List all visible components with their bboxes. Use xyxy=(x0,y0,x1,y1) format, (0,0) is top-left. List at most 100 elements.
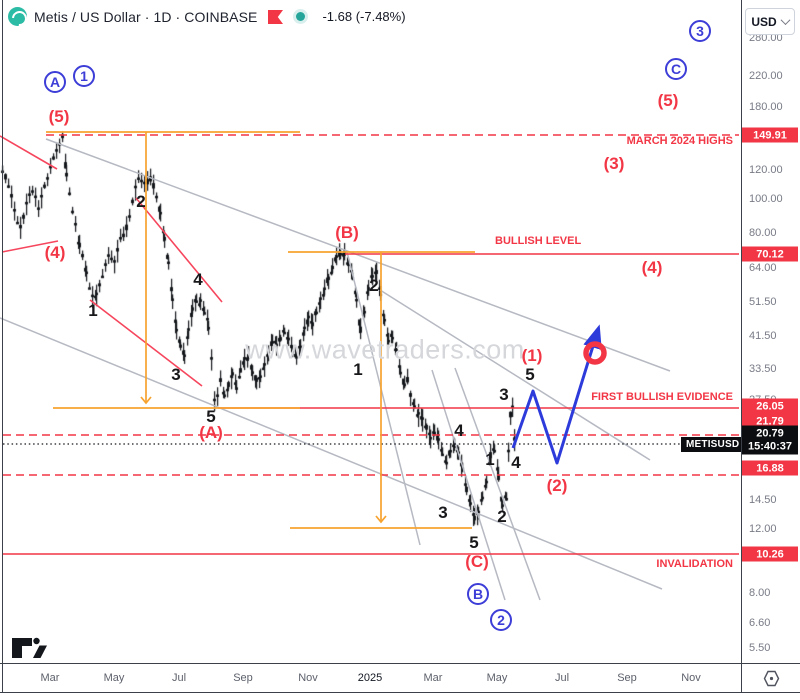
drawings-overlay[interactable] xyxy=(0,0,741,663)
level-name-label[interactable]: FIRST BULLISH EVIDENCE xyxy=(591,391,733,403)
wave-label-black[interactable]: 1 xyxy=(353,360,363,379)
red-trendline[interactable] xyxy=(0,135,58,170)
wave-label-black[interactable]: 2 xyxy=(136,192,146,211)
wave-label-circled[interactable]: 1 xyxy=(73,65,95,87)
wave-label-black[interactable]: 3 xyxy=(171,365,181,384)
wave-label-black[interactable]: 5 xyxy=(206,407,216,426)
time-axis-border xyxy=(0,663,800,664)
price-tick: 6.60 xyxy=(749,617,771,629)
wave-label-circled[interactable]: B xyxy=(467,583,489,605)
wave-label-red[interactable]: (2) xyxy=(546,476,568,495)
wave-label-red[interactable]: (3) xyxy=(603,154,625,173)
symbol-logo-icon[interactable] xyxy=(8,7,27,26)
wave-label-black[interactable]: 4 xyxy=(193,270,203,289)
flag-icon[interactable] xyxy=(268,9,284,24)
axis-separator xyxy=(741,0,742,692)
wave-label-black[interactable]: 4 xyxy=(454,421,464,440)
price-tick: 120.00 xyxy=(749,164,783,176)
chart-left-border xyxy=(2,0,3,692)
projection-arrow[interactable] xyxy=(511,324,602,465)
wave-label-red[interactable]: (5) xyxy=(48,107,70,126)
wave-label-circled[interactable]: C xyxy=(665,58,687,80)
price-tick: 33.50 xyxy=(749,363,777,375)
red-trendline[interactable] xyxy=(1,240,59,253)
time-tick: Mar xyxy=(423,672,443,684)
time-tick: Nov xyxy=(298,672,318,684)
price-tick: 220.00 xyxy=(749,70,783,82)
gray-trendline[interactable] xyxy=(454,367,541,601)
price-axis[interactable]: USD 280.00 220.00 180.00 120.00 100.00 80.00 6… xyxy=(742,0,800,663)
highlight-circle[interactable] xyxy=(583,341,607,365)
currency-label: USD xyxy=(751,14,777,29)
wave-label-black[interactable]: 3 xyxy=(438,503,448,522)
wave-label-circled[interactable]: 3 xyxy=(689,20,711,42)
tradingview-logo[interactable] xyxy=(11,636,47,660)
price-tick: 12.00 xyxy=(749,523,777,535)
price-tick: 80.00 xyxy=(749,227,777,239)
price-level-badge: 10.26 xyxy=(742,546,798,562)
wave-label-red[interactable]: (4) xyxy=(44,243,66,262)
current-price-value: 20.79 xyxy=(756,427,784,440)
wave-label-circled[interactable]: 2 xyxy=(490,609,512,631)
wave-label-red[interactable]: (B) xyxy=(335,223,359,242)
range-tool-arrowhead-icon[interactable] xyxy=(140,396,152,405)
level-name-label[interactable]: BULLISH LEVEL xyxy=(495,235,582,247)
red-trendline[interactable] xyxy=(135,197,223,303)
wave-label-red[interactable]: (A) xyxy=(199,423,223,442)
price-line-ticker-tag: METISUSD xyxy=(681,437,741,452)
wave-label-red[interactable]: (C) xyxy=(465,552,489,571)
wave-label-black[interactable]: 3 xyxy=(499,385,509,404)
price-tick: 51.50 xyxy=(749,296,777,308)
chart-pane[interactable]: www.wavetraders.com Metis / US Dollar · … xyxy=(0,0,741,663)
wave-label-black[interactable]: 5 xyxy=(469,533,479,552)
scale-settings-icon[interactable] xyxy=(762,669,781,688)
price-level-badge: 70.12 xyxy=(742,246,798,262)
wave-label-black[interactable]: 4 xyxy=(511,453,521,472)
axis-corner xyxy=(742,664,800,692)
price-tick: 64.00 xyxy=(749,262,777,274)
time-tick: Sep xyxy=(233,672,253,684)
symbol-title[interactable]: Metis / US Dollar · 1D · COINBASE xyxy=(34,8,258,25)
price-tick: 14.50 xyxy=(749,494,777,506)
price-level-badge: 21.79 xyxy=(742,413,798,429)
wave-label-black[interactable]: 1 xyxy=(88,301,98,320)
watermark: www.wavetraders.com xyxy=(245,334,525,365)
candlestick-series[interactable] xyxy=(0,0,741,663)
time-tick: May xyxy=(103,672,125,684)
market-status-dot-icon[interactable] xyxy=(296,12,306,21)
price-tick: 5.50 xyxy=(749,642,771,654)
time-tick: Nov xyxy=(681,672,701,684)
time-tick: Mar xyxy=(40,672,60,684)
wave-label-red[interactable]: (5) xyxy=(657,91,679,110)
time-axis[interactable]: Mar May Jul Sep Nov 2025 Mar May Jul Sep Nov xyxy=(0,664,741,692)
gray-trendline[interactable] xyxy=(379,289,651,461)
current-price-badge: 20.79 15:40:37 xyxy=(742,425,798,455)
wave-label-black[interactable]: 1 xyxy=(485,450,495,469)
gray-trendline[interactable] xyxy=(45,138,671,372)
wave-label-circled[interactable]: A xyxy=(44,71,66,93)
range-tool-arrowhead-icon[interactable] xyxy=(375,515,387,524)
currency-selector[interactable]: USD xyxy=(745,8,795,35)
price-tick: 180.00 xyxy=(749,101,783,113)
wave-label-black[interactable]: 2 xyxy=(369,276,379,295)
price-tick: 8.00 xyxy=(749,587,771,599)
bottom-border xyxy=(0,692,800,693)
gray-trendline[interactable] xyxy=(0,317,663,590)
time-tick: 2025 xyxy=(357,672,383,684)
time-tick: May xyxy=(486,672,508,684)
gray-trendline[interactable] xyxy=(346,251,421,546)
wave-label-black[interactable]: 2 xyxy=(497,507,507,526)
level-name-label[interactable]: MARCH 2024 HIGHS xyxy=(626,135,733,147)
price-tick: 100.00 xyxy=(749,193,783,205)
wave-label-red[interactable]: (1) xyxy=(521,346,543,365)
price-level-badge: 16.88 xyxy=(742,460,798,476)
current-price-time: 15:40:37 xyxy=(747,440,793,452)
time-tick: Jul xyxy=(171,672,187,684)
level-name-label[interactable]: INVALIDATION xyxy=(656,558,733,570)
chevron-down-icon xyxy=(780,15,791,26)
price-level-badge: 149.91 xyxy=(742,127,798,143)
price-change: -1.68 (-7.48%) xyxy=(322,9,406,24)
wave-label-black[interactable]: 5 xyxy=(525,365,535,384)
wave-label-red[interactable]: (4) xyxy=(641,258,663,277)
